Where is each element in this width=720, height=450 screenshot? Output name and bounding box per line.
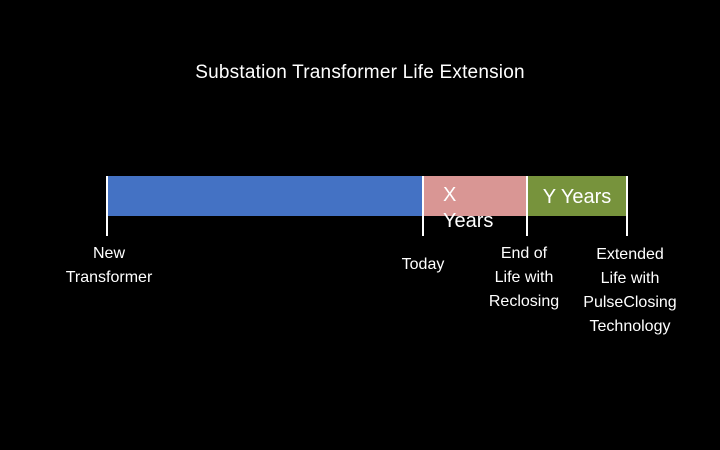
- milestone-extended-life: Extended Life with PulseClosing Technolo…: [583, 246, 677, 335]
- tick-end-of-life: [526, 176, 528, 236]
- milestone-new-transformer: New Transformer: [65, 245, 153, 286]
- diagram-title: Substation Transformer Life Extension: [195, 62, 525, 83]
- tick-new-transformer: [106, 176, 108, 236]
- tick-today: [422, 176, 424, 236]
- x-years-segment: X Years: [423, 176, 527, 232]
- y-years-segment: Y Years: [527, 176, 627, 216]
- tick-extended-life: [626, 176, 628, 236]
- milestone-end-of-life: End of Life with Reclosing: [488, 245, 560, 310]
- x-years-label: X Years: [443, 184, 494, 232]
- y-years-label: Y Years: [542, 186, 612, 208]
- milestone-today: Today: [401, 256, 445, 273]
- baseline-segment: [107, 176, 423, 216]
